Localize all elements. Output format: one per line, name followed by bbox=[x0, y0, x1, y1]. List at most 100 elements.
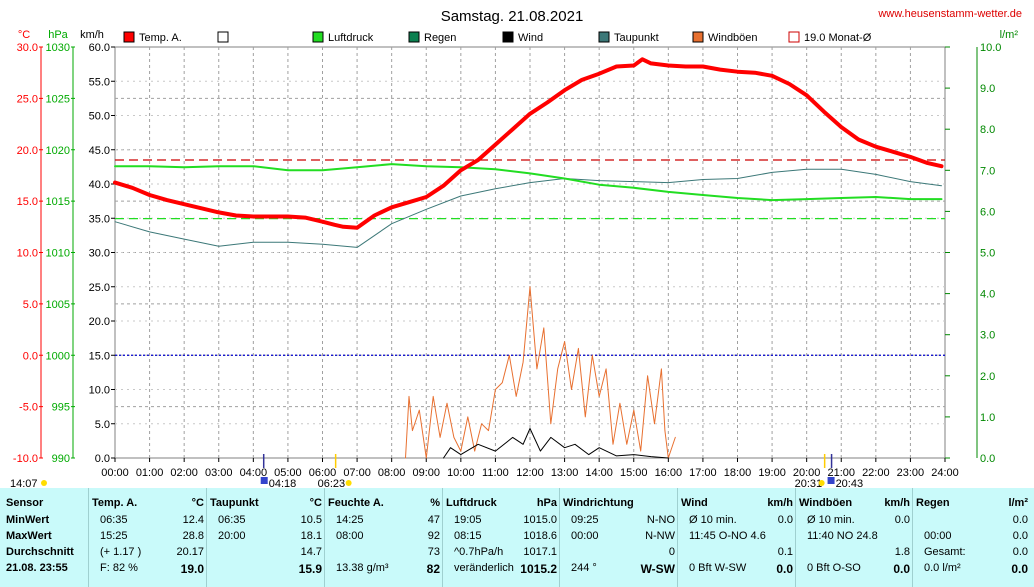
wind_kmh-tick-label: 10.0 bbox=[89, 385, 110, 397]
rain-tick-label: 7.0 bbox=[980, 165, 995, 177]
stats-cell-detail: ^0.7hPa/h bbox=[454, 546, 504, 558]
legend-swatch bbox=[502, 31, 514, 43]
temp-a-line bbox=[113, 57, 944, 230]
rain-tick-label: 4.0 bbox=[980, 289, 995, 301]
stats-cell-detail: (+ 1.17 ) bbox=[100, 546, 142, 558]
stats-cell-value: 1.8 bbox=[894, 546, 910, 558]
legend-label: Windböen bbox=[708, 32, 758, 44]
temp_c-tick-label: 15.0 bbox=[17, 196, 38, 208]
rain-tick-label: 9.0 bbox=[980, 83, 995, 95]
legend-label: Wind bbox=[518, 32, 543, 44]
stats-column-separator bbox=[912, 488, 913, 587]
rain-tick-label: 5.0 bbox=[980, 248, 995, 260]
x-tick-label: 02:00 bbox=[170, 467, 198, 479]
stats-cell-value: 82 bbox=[426, 562, 440, 576]
pressure_hpa-tick-label: 1005 bbox=[46, 299, 70, 311]
x-tick-label: 17:00 bbox=[689, 467, 717, 479]
stats-cell-detail: 14:25 bbox=[336, 514, 364, 526]
taupunkt-line bbox=[114, 168, 942, 248]
stats-cell-value: 10.5 bbox=[300, 514, 322, 526]
stats-column-unit: % bbox=[430, 497, 440, 509]
legend-swatch bbox=[692, 31, 704, 43]
legend-label: Regen bbox=[424, 32, 456, 44]
stats-column-separator bbox=[677, 488, 678, 587]
stats-cell-detail: 15:25 bbox=[100, 530, 128, 542]
stats-cell-value: N-NW bbox=[645, 530, 675, 542]
x-tick-label: 24:00 bbox=[931, 467, 959, 479]
stats-column-separator bbox=[442, 488, 443, 587]
stats-cell-value: 0.0 bbox=[893, 562, 910, 576]
x-tick-label: 01:00 bbox=[136, 467, 164, 479]
stats-column-title: Sensor bbox=[6, 497, 44, 509]
legend-label: Temp. A. bbox=[139, 32, 182, 44]
stats-cell-detail: F: 82 % bbox=[100, 562, 138, 574]
wind_kmh-tick-label: 55.0 bbox=[89, 76, 110, 88]
legend-swatch bbox=[217, 31, 229, 43]
legend-label: Taupunkt bbox=[614, 32, 659, 44]
sun-icon bbox=[345, 480, 352, 486]
reference-lines bbox=[115, 159, 945, 356]
stats-cell-value: 0.1 bbox=[777, 546, 793, 558]
stats-cell-value: 47 bbox=[427, 514, 440, 526]
wind_kmh-tick-label: 40.0 bbox=[89, 179, 110, 191]
axis-units: °C hPa km/h l/m² bbox=[18, 29, 1019, 41]
stats-cell-detail: 09:25 bbox=[571, 514, 599, 526]
left-time-label: 14:07 bbox=[10, 478, 38, 488]
wind_kmh-tick-label: 45.0 bbox=[89, 145, 110, 157]
x-tick-label: 00:00 bbox=[101, 467, 129, 479]
x-tick-label: 14:00 bbox=[585, 467, 613, 479]
x-tick-label: 11:00 bbox=[482, 467, 509, 479]
legend-swatch bbox=[408, 31, 420, 43]
stats-cell-value: 1018.6 bbox=[523, 530, 557, 542]
moon-icon bbox=[827, 477, 835, 484]
wind_kmh-tick-label: 5.0 bbox=[95, 419, 110, 431]
temp-unit-label: °C bbox=[18, 29, 30, 41]
dawn-label: 06:23 bbox=[318, 478, 346, 488]
legend: Temp. A. Luftdruck Regen Wind Taupunkt Windbö… bbox=[123, 31, 872, 44]
wind_kmh-tick-label: 20.0 bbox=[89, 316, 110, 328]
grid bbox=[115, 47, 945, 458]
wind_kmh-tick-label: 15.0 bbox=[89, 350, 110, 362]
temp_c-tick-label: 0.0 bbox=[23, 350, 38, 362]
stats-column-separator bbox=[206, 488, 207, 587]
x-tick-label: 18:00 bbox=[724, 467, 752, 479]
legend-swatch bbox=[312, 31, 324, 43]
stats-cell-detail: Ø 10 min. bbox=[689, 514, 737, 526]
stats-cell-value: 0.0 bbox=[1012, 514, 1028, 526]
stats-cell-detail: veränderlich bbox=[454, 562, 514, 574]
temp_c-tick-label: -5.0 bbox=[19, 402, 38, 414]
stats-cell-value: 73 bbox=[427, 546, 440, 558]
stats-row-label: Durchschnitt bbox=[6, 546, 74, 558]
pressure_hpa-tick-label: 1010 bbox=[46, 248, 70, 260]
stats-column-title: Regen bbox=[916, 497, 950, 509]
stats-column-title: Wind bbox=[681, 497, 708, 509]
stats-column-separator bbox=[795, 488, 796, 587]
stats-column-unit: °C bbox=[309, 497, 322, 509]
chart-area: Samstag. 21.08.2021 www.heusenstamm-wett… bbox=[10, 8, 1022, 488]
stats-cell-detail: 19:05 bbox=[454, 514, 482, 526]
stats-cell-value: 15.9 bbox=[298, 562, 322, 576]
rain-tick-label: 3.0 bbox=[980, 330, 995, 342]
sunrise-label: 04:18 bbox=[269, 478, 297, 488]
windb-en-line bbox=[405, 286, 676, 459]
wind_kmh-tick-label: 30.0 bbox=[89, 248, 110, 260]
moon-icon bbox=[260, 477, 268, 484]
x-tick-label: 13:00 bbox=[551, 467, 579, 479]
rain-tick-label: 1.0 bbox=[980, 412, 995, 424]
x-tick-label: 08:00 bbox=[378, 467, 406, 479]
stats-cell-detail: 08:00 bbox=[336, 530, 364, 542]
legend-label: Luftdruck bbox=[328, 32, 374, 44]
stats-cell-detail: 0.0 l/m² bbox=[924, 562, 961, 574]
stats-column-unit: °C bbox=[191, 497, 204, 509]
x-tick-label: 04:00 bbox=[240, 467, 268, 479]
stats-cell-value: 0.0 bbox=[776, 562, 793, 576]
rain-tick-label: 6.0 bbox=[980, 206, 995, 218]
sunset-label: 20:43 bbox=[836, 478, 864, 488]
legend-swatch bbox=[598, 31, 610, 43]
stats-cell-detail: 11:40 NO 24.8 bbox=[807, 530, 878, 542]
x-tick-label: 21:00 bbox=[827, 467, 855, 479]
stats-column-unit: l/m² bbox=[1008, 497, 1028, 509]
stats-column-title: Temp. A. bbox=[92, 497, 138, 509]
website-link[interactable]: www.heusenstamm-wetter.de bbox=[877, 8, 1022, 20]
